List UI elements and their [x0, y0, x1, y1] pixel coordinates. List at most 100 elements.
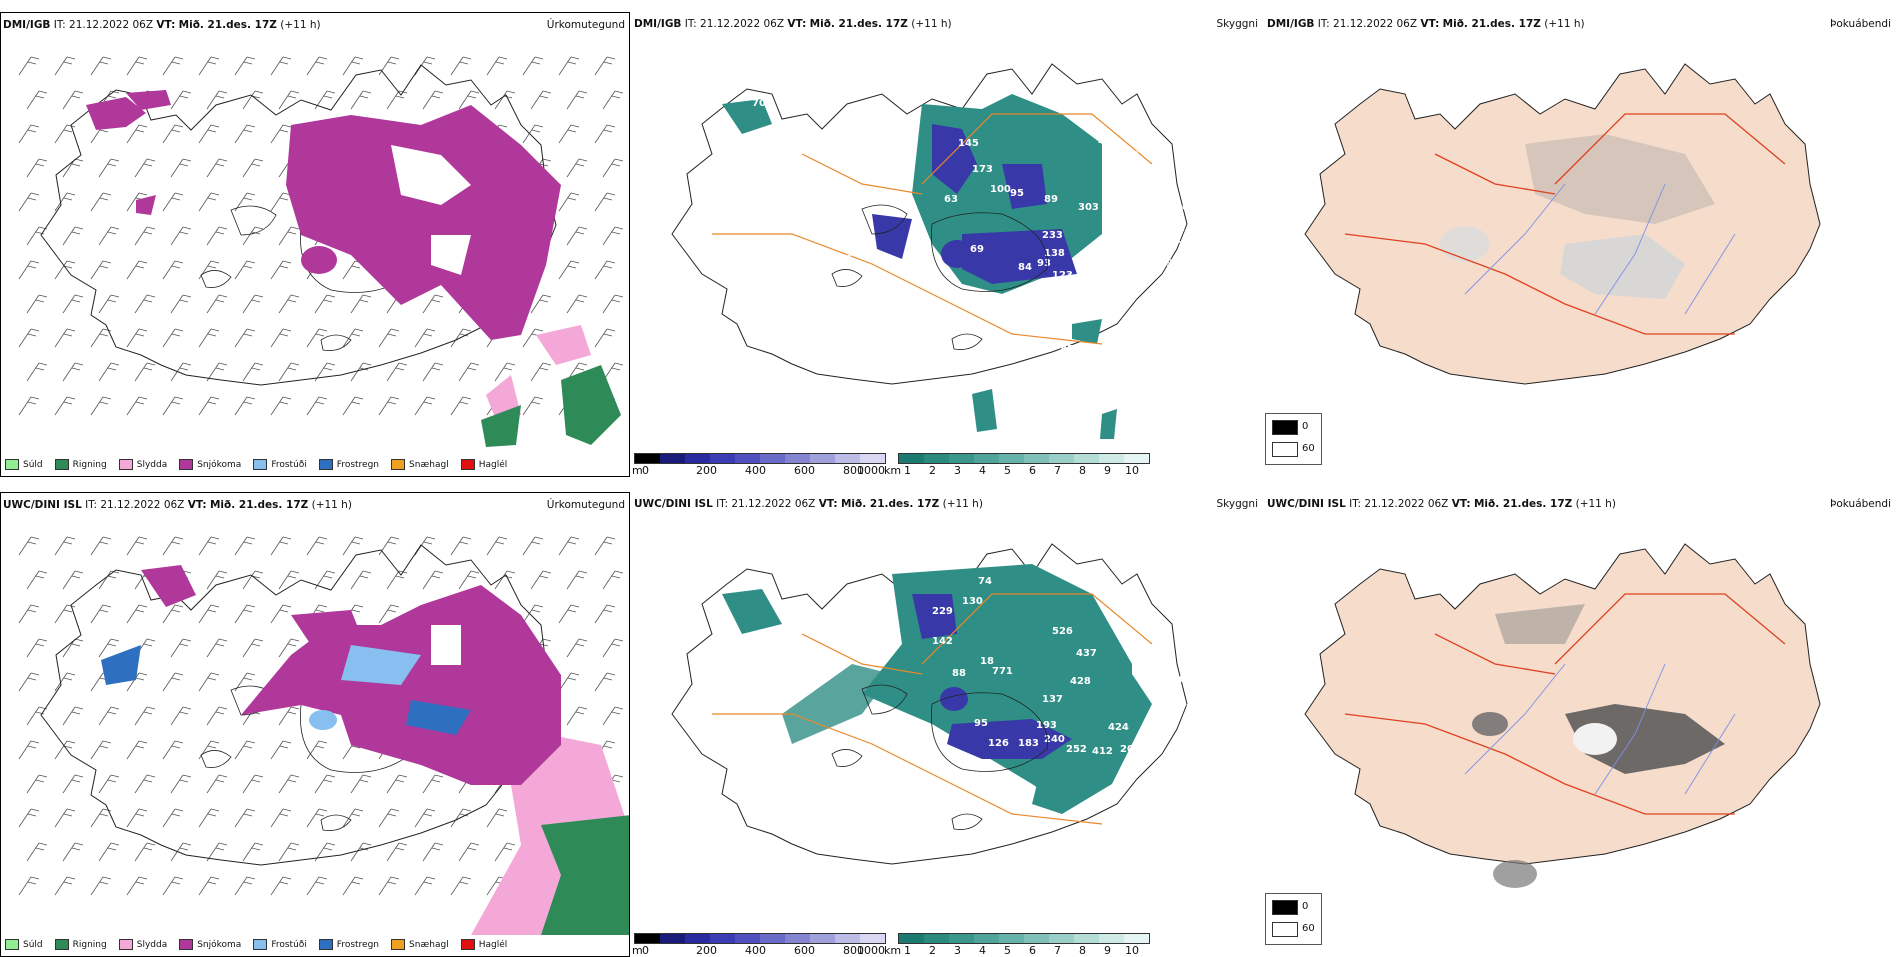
snow-areas [86, 90, 561, 340]
wind-barb [134, 774, 156, 794]
visibility-label: 201 [1120, 744, 1141, 755]
visibility-label: 303 [1078, 202, 1099, 213]
model-name: UWC/DINI ISL [634, 498, 713, 510]
wind-barb [450, 396, 472, 416]
fog-legend-high: 60 [1302, 923, 1315, 934]
km-unit: km [884, 944, 902, 957]
wind-barb [242, 90, 264, 110]
wind-barb [90, 808, 112, 828]
wind-barb [566, 706, 588, 726]
visibility-label: 142 [932, 636, 953, 647]
visibility-label: 675 [772, 154, 793, 165]
wind-barb [126, 672, 148, 692]
wind-barb [18, 124, 40, 144]
km-unit: km [884, 464, 902, 477]
wind-barb [314, 90, 336, 110]
km-colorbar [898, 453, 1150, 464]
wind-barb [234, 260, 256, 280]
legend-item: Snjókoma [179, 459, 241, 470]
wind-barb [378, 396, 400, 416]
wind-barb [350, 570, 372, 590]
legend-swatch [118, 459, 133, 470]
wind-barb [26, 362, 48, 382]
fog-legend-high: 60 [1302, 443, 1315, 454]
visibility-label: 771 [992, 666, 1013, 677]
wind-barb [162, 740, 184, 760]
km-tick: 8 [1079, 944, 1086, 957]
init-time: IT: 21.12.2022 06Z [85, 499, 185, 511]
wind-barb [62, 570, 84, 590]
wind-barb [170, 638, 192, 658]
visibility-label: 311 [732, 154, 753, 165]
init-time: IT: 21.12.2022 06Z [53, 19, 154, 31]
model-name: DMI/IGB [1267, 18, 1315, 30]
visibility-label: 412 [1092, 746, 1113, 757]
legend-swatch [118, 939, 133, 950]
wind-barb [306, 56, 328, 76]
visibility-label: 101 [832, 254, 853, 265]
wind-barb [126, 328, 148, 348]
wind-barb [270, 124, 292, 144]
visibility-label: 95 [1010, 188, 1024, 199]
wind-barb [494, 90, 516, 110]
wind-barb [54, 876, 76, 896]
wind-barb [342, 808, 364, 828]
wind-barb [270, 740, 292, 760]
precip-type-map [18, 56, 624, 447]
wind-barb [162, 808, 184, 828]
km-tick: 9 [1104, 464, 1111, 477]
visibility-label: 89 [1044, 194, 1058, 205]
valid-time: Mið. 21.des. 17Z [809, 18, 908, 30]
visibility-label: 233 [1042, 230, 1063, 241]
rivers [1464, 663, 1736, 795]
wind-barb [450, 536, 472, 556]
wind-barb [242, 294, 264, 314]
visibility-label: 115 [1072, 274, 1093, 285]
wind-barb [18, 536, 40, 556]
wind-barb [62, 90, 84, 110]
panel-header: DMI/IGB IT: 21.12.2022 06Z VT: Mið. 21.d… [1267, 18, 1893, 32]
visibility-label: 88 [952, 668, 966, 679]
lead-time: (+11 h) [942, 498, 983, 510]
wind-barb [270, 396, 292, 416]
visibility-label: 402 [1098, 136, 1119, 147]
km-colorbar [898, 933, 1150, 944]
legend-item: Haglél [460, 459, 507, 470]
wind-barb [270, 192, 292, 212]
visibility-label: 313 [1156, 198, 1177, 209]
wind-barb [62, 774, 84, 794]
visibility-label: 93 [1037, 258, 1051, 269]
wind-barb [378, 604, 400, 624]
legend-swatch [1272, 900, 1298, 915]
wind-barb [278, 774, 300, 794]
wind-barb [558, 124, 580, 144]
panel-header: DMI/IGB IT: 21.12.2022 06Z VT: Mið. 21.d… [634, 18, 1260, 32]
visibility-label: 24 [882, 276, 896, 287]
colorbar-cell [685, 934, 710, 943]
panel-precip-type-bottom: UWC/DINI ISL IT: 21.12.2022 06Z VT: Mið.… [0, 492, 630, 957]
legend-item: Snæhagl [391, 459, 449, 470]
colorbar-cell [860, 454, 885, 463]
valid-time-label: VT: [156, 19, 176, 31]
wind-barb [450, 56, 472, 76]
wind-barb [278, 226, 300, 246]
wind-barb [162, 672, 184, 692]
visibility-label: 582 [1172, 698, 1193, 709]
visibility-label: 738 [1156, 224, 1177, 235]
wind-barb [18, 328, 40, 348]
wind-barb [594, 604, 616, 624]
wind-barb [278, 706, 300, 726]
legend-swatch [1272, 442, 1298, 457]
wind-barb [558, 672, 580, 692]
meter-unit: m [632, 464, 643, 477]
visibility-label: 424 [1108, 722, 1129, 733]
wind-barb [134, 362, 156, 382]
panel-title: Úrkomutegund [546, 499, 625, 511]
fog-map [1304, 63, 1821, 385]
wind-barb [566, 638, 588, 658]
colorbar-cell [1049, 934, 1074, 943]
panel-title: Úrkomutegund [546, 19, 625, 31]
wind-barb [98, 774, 120, 794]
fog-shading [1472, 604, 1725, 888]
wind-barb [378, 808, 400, 828]
